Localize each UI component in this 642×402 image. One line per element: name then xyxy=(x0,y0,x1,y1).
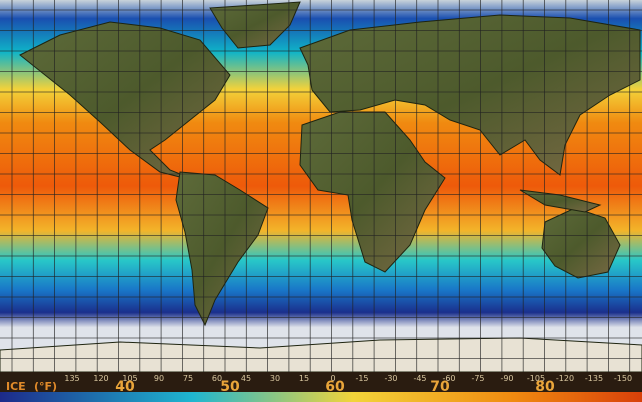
longitude-label: 75 xyxy=(183,374,193,383)
color-scale xyxy=(0,392,642,402)
longitude-label: -45 xyxy=(413,374,426,383)
temperature-label: 50 xyxy=(220,379,240,395)
longitude-label: -15 xyxy=(355,374,368,383)
longitude-label: -150 xyxy=(614,374,632,383)
unit-label: (°F) xyxy=(34,380,57,393)
longitude-label: 135 xyxy=(64,374,79,383)
longitude-label: -75 xyxy=(471,374,484,383)
north-america xyxy=(19,21,231,183)
longitude-label: 45 xyxy=(241,374,251,383)
longitude-label: -60 xyxy=(442,374,455,383)
temperature-label: 60 xyxy=(325,379,345,395)
longitude-label: 90 xyxy=(154,374,164,383)
longitude-label: 15 xyxy=(299,374,309,383)
temperature-label: 70 xyxy=(430,379,450,395)
eurasia xyxy=(299,14,641,176)
greenland xyxy=(209,1,301,49)
longitude-label: -120 xyxy=(556,374,574,383)
longitude-label: -135 xyxy=(585,374,603,383)
land xyxy=(0,1,642,373)
temperature-label: 80 xyxy=(535,379,555,395)
longitude-label: 120 xyxy=(93,374,108,383)
africa xyxy=(299,111,446,273)
longitude-label: -90 xyxy=(500,374,513,383)
longitude-label: 105 xyxy=(122,374,137,383)
temperature-label: 40 xyxy=(115,379,135,395)
longitude-label: 0 xyxy=(330,374,335,383)
longitude-label: -105 xyxy=(527,374,545,383)
ice-label: ICE xyxy=(6,380,26,393)
south-america xyxy=(175,171,269,327)
legend-labels: ICE (°F) 135 120 105 90 75 60 45 30 15 0 -15 -30 -45… xyxy=(6,374,632,395)
graticule xyxy=(0,0,642,372)
longitude-label: -30 xyxy=(384,374,397,383)
longitude-label: 30 xyxy=(270,374,280,383)
longitude-label: 60 xyxy=(212,374,222,383)
